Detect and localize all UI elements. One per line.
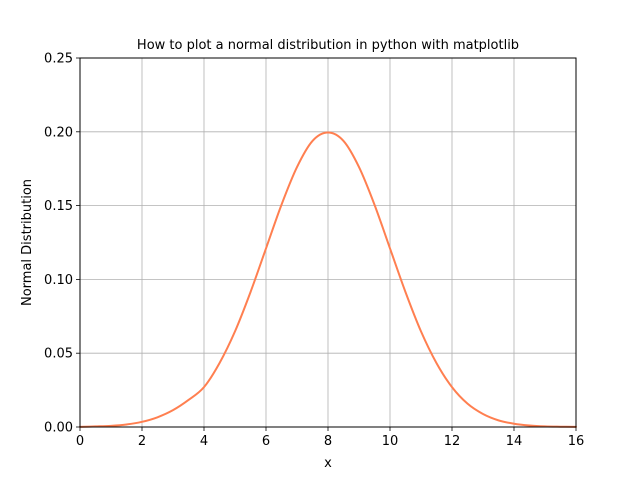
x-tick-label: 4 — [200, 434, 208, 449]
grid-layer — [79, 57, 577, 428]
series-layer — [79, 131, 577, 428]
y-tick-label: 0.20 — [44, 125, 73, 140]
y-tick-label: 0.00 — [44, 421, 73, 436]
y-tick-label: 0.25 — [44, 52, 73, 67]
x-tick-label: 12 — [444, 434, 461, 449]
x-axis-label: x — [324, 456, 332, 471]
y-tick-label: 0.10 — [44, 273, 73, 288]
y-tick-label: 0.05 — [44, 347, 73, 362]
chart-title: How to plot a normal distribution in pyt… — [137, 38, 519, 53]
tick-layer: 0 2 4 6 8 10 12 14 16 0.00 0.05 0.10 0.15 0.20 0.25 — [44, 52, 584, 450]
y-axis-label: Normal Distribution — [20, 179, 35, 306]
x-tick-label: 14 — [506, 434, 523, 449]
series-line-0 — [79, 131, 577, 428]
x-tick-label: 2 — [138, 434, 146, 449]
x-tick-label: 0 — [76, 434, 84, 449]
x-tick-label: 10 — [382, 434, 399, 449]
x-tick-label: 6 — [262, 434, 270, 449]
x-tick-label: 8 — [324, 434, 332, 449]
x-tick-label: 16 — [568, 434, 585, 449]
y-tick-label: 0.15 — [44, 199, 73, 214]
